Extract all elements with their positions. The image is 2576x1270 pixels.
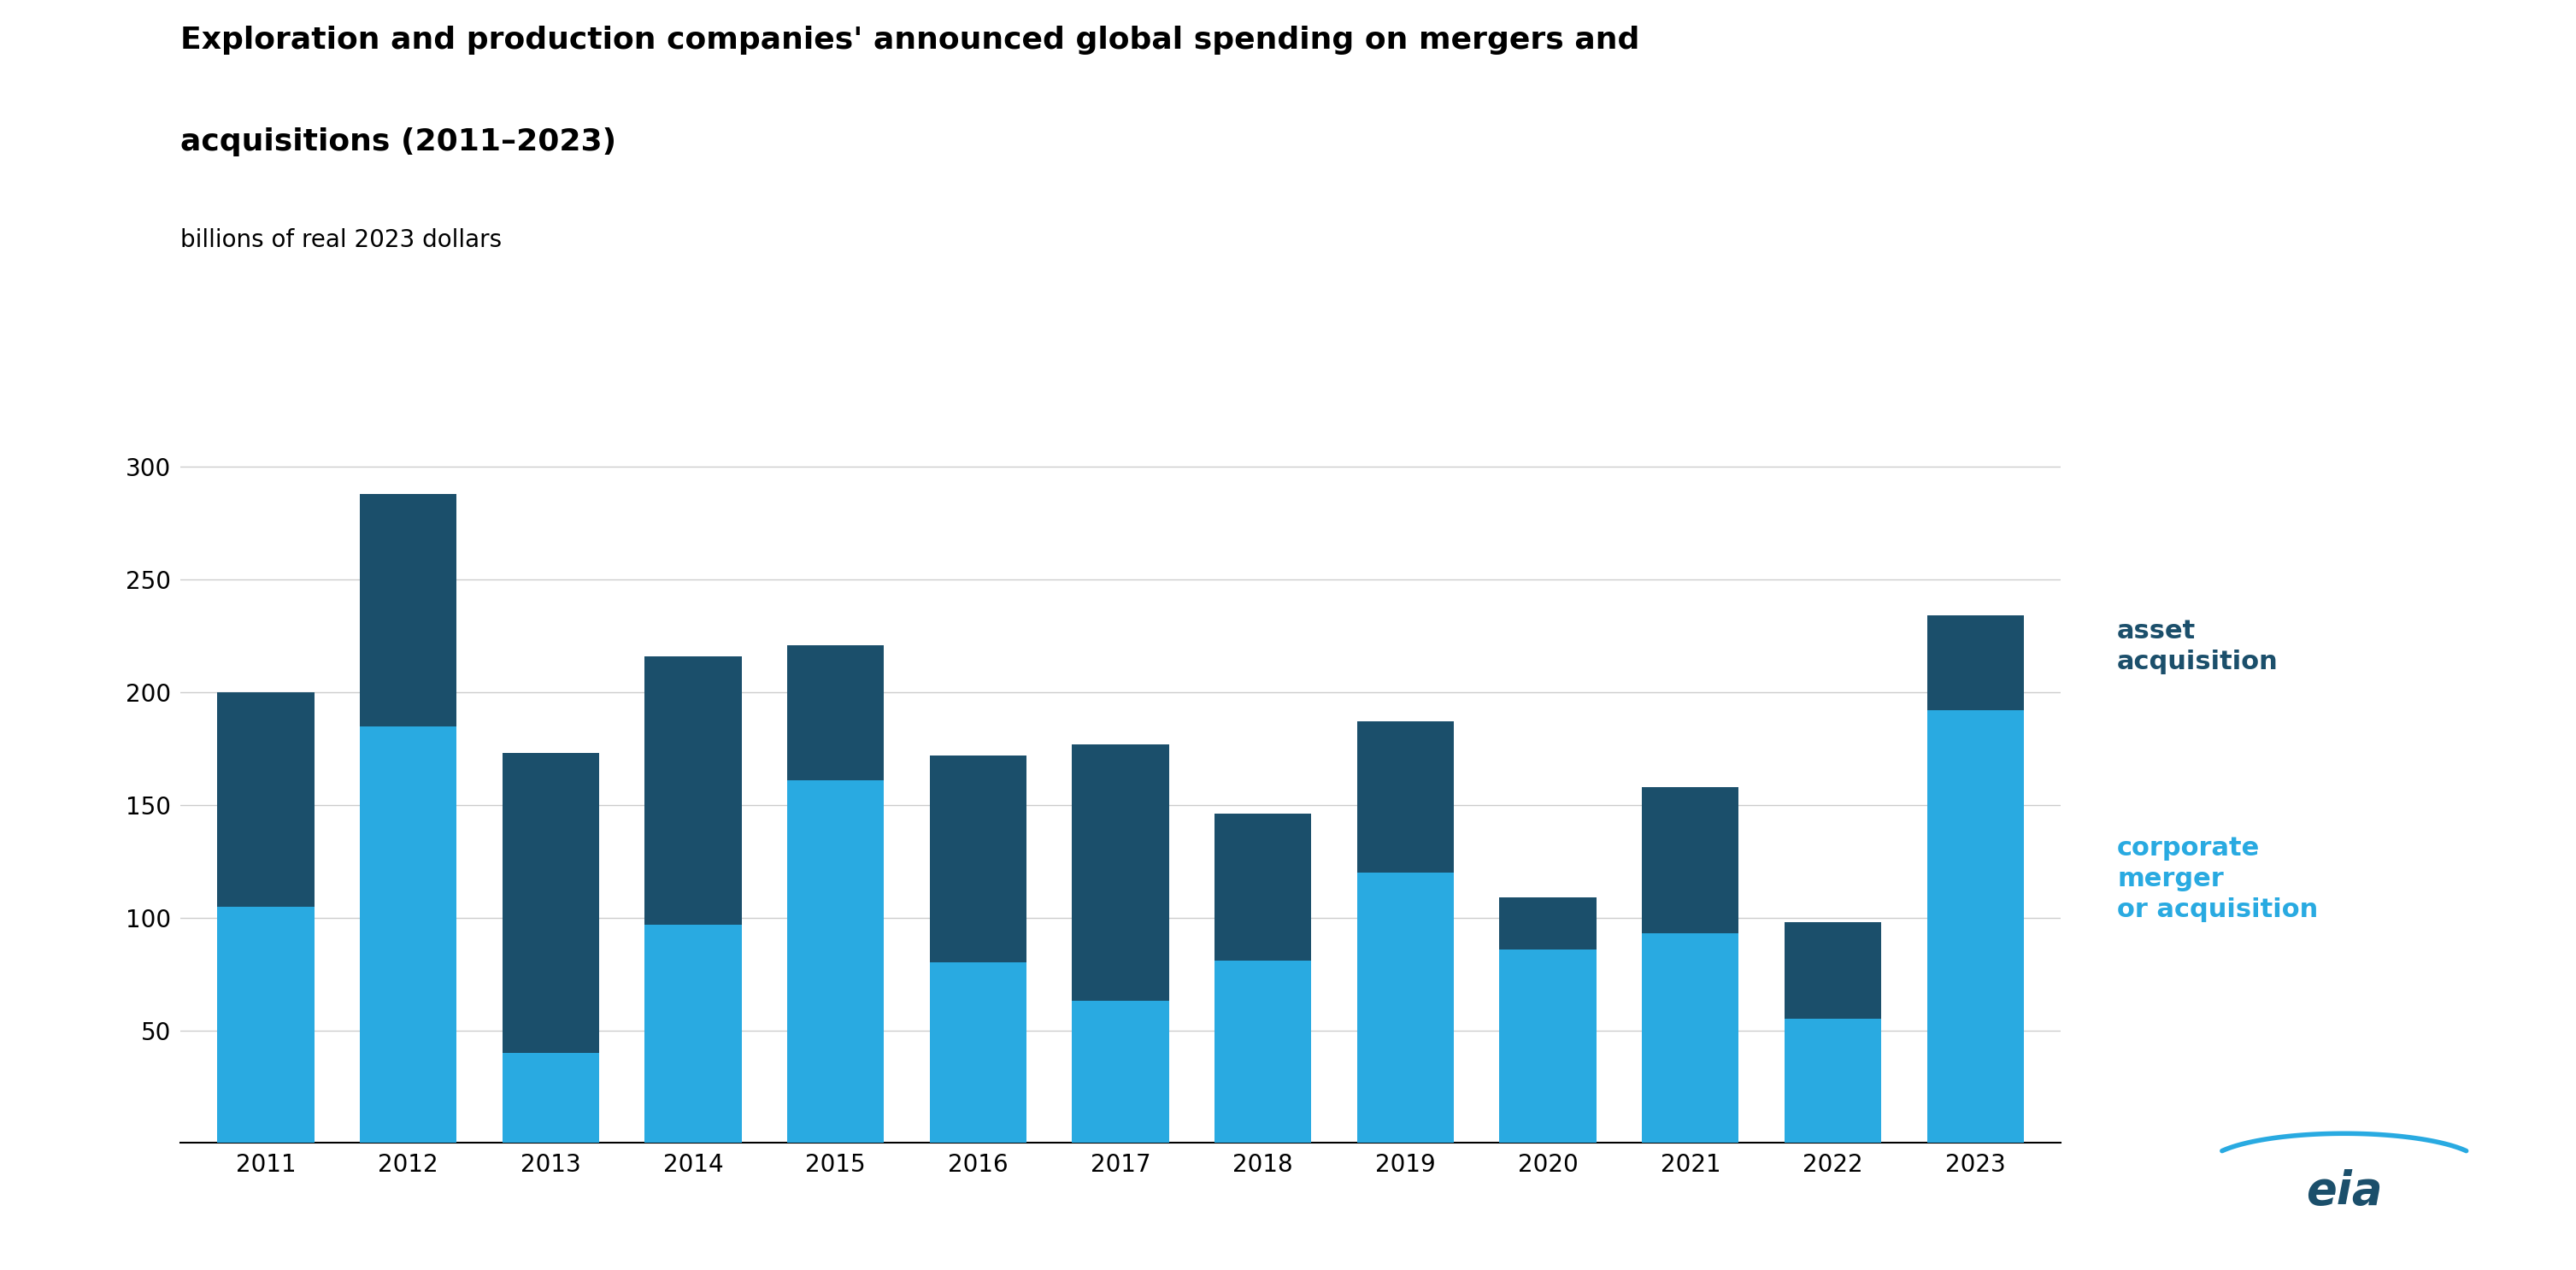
- Bar: [644, 657, 742, 925]
- Bar: [930, 756, 1028, 963]
- Bar: [216, 907, 314, 1143]
- Bar: [1641, 933, 1739, 1143]
- Bar: [1358, 721, 1453, 872]
- Bar: [1785, 1019, 1880, 1143]
- Text: acquisitions (2011–2023): acquisitions (2011–2023): [180, 127, 616, 156]
- Bar: [1358, 872, 1453, 1143]
- Bar: [1216, 814, 1311, 960]
- Bar: [1927, 616, 2025, 710]
- Bar: [361, 726, 456, 1143]
- Text: asset
acquisition: asset acquisition: [2117, 620, 2280, 674]
- Bar: [1927, 710, 2025, 1143]
- Bar: [1499, 949, 1597, 1143]
- Bar: [1072, 1001, 1170, 1143]
- Bar: [216, 692, 314, 907]
- Bar: [502, 1053, 600, 1143]
- Bar: [644, 925, 742, 1143]
- Bar: [930, 963, 1028, 1143]
- Bar: [502, 753, 600, 1053]
- Bar: [1785, 922, 1880, 1019]
- Bar: [1072, 744, 1170, 1001]
- Text: billions of real 2023 dollars: billions of real 2023 dollars: [180, 229, 502, 253]
- Bar: [1216, 960, 1311, 1143]
- Text: corporate
merger
or acquisition: corporate merger or acquisition: [2117, 836, 2318, 922]
- Text: Exploration and production companies' announced global spending on mergers and: Exploration and production companies' an…: [180, 25, 1638, 55]
- Bar: [1499, 898, 1597, 949]
- Bar: [1641, 787, 1739, 933]
- Bar: [788, 780, 884, 1143]
- Bar: [788, 645, 884, 780]
- Bar: [361, 494, 456, 726]
- Text: eia: eia: [2306, 1170, 2383, 1213]
